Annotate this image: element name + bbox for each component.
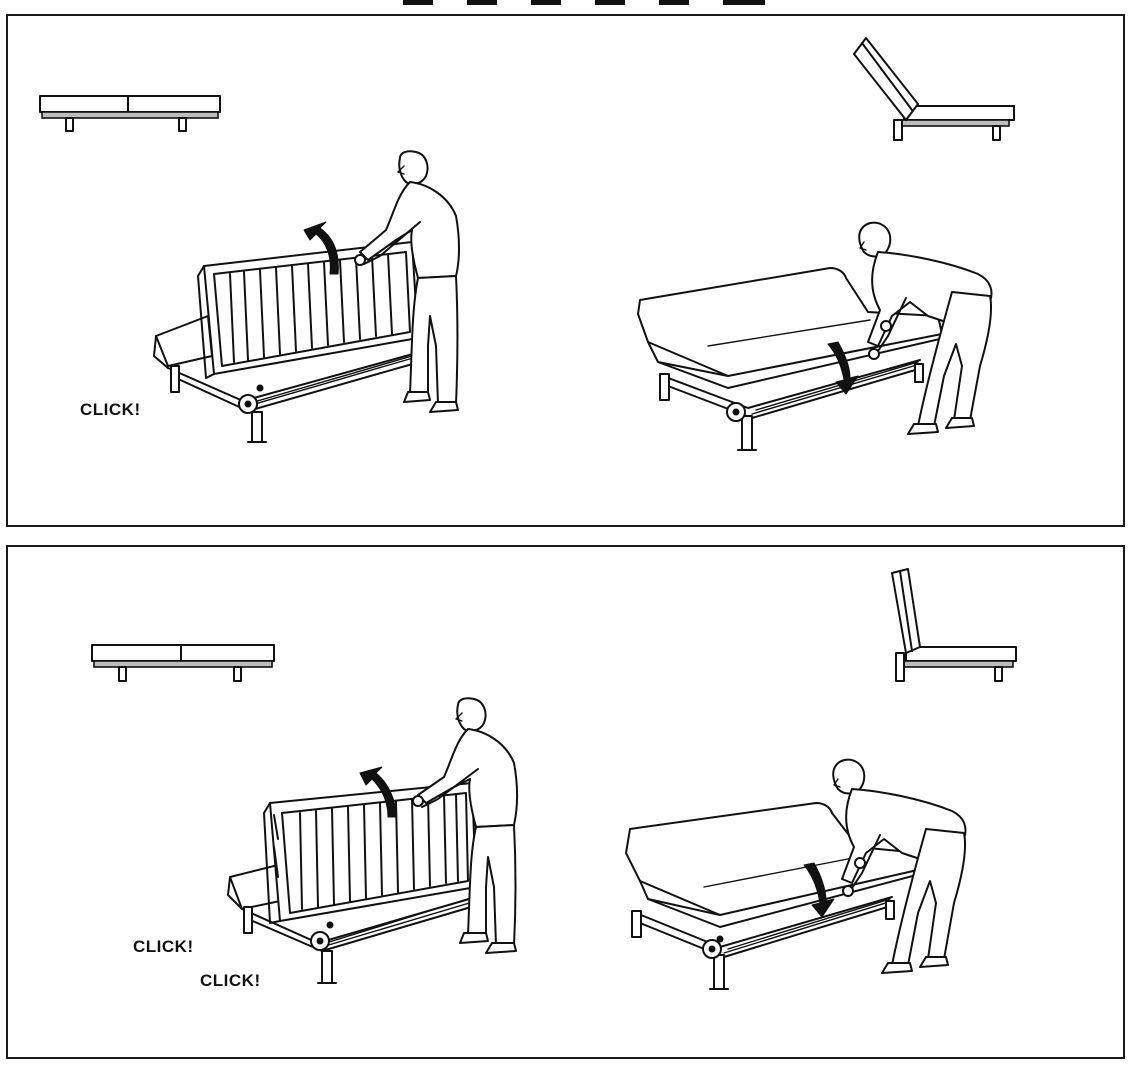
sofa-recline-icon bbox=[853, 37, 1015, 141]
sofa-frame-right bbox=[625, 802, 925, 990]
step-panel-1: CLICK! bbox=[6, 14, 1125, 527]
lower-arrow bbox=[827, 341, 859, 395]
top-edge-marks bbox=[403, 0, 765, 5]
sofa-frame-left bbox=[227, 766, 479, 984]
person-lowering-right bbox=[832, 758, 967, 974]
sofa-frame-right bbox=[637, 267, 945, 451]
person-lowering-right bbox=[858, 221, 993, 435]
panel-1-illustration bbox=[39, 37, 1015, 451]
sofa-frame-left bbox=[153, 221, 419, 443]
person-lifting-left bbox=[412, 697, 518, 954]
step-panel-2: CLICK! CLICK! bbox=[6, 545, 1125, 1059]
click-label-2: CLICK! bbox=[200, 971, 261, 990]
click-label-1: CLICK! bbox=[133, 937, 194, 956]
lift-arrow bbox=[359, 766, 397, 818]
lower-arrow bbox=[803, 862, 835, 918]
sofa-upright-icon bbox=[891, 568, 1017, 682]
back-slats bbox=[229, 253, 393, 363]
sofa-flat-icon bbox=[91, 644, 275, 682]
panel-2-illustration bbox=[91, 568, 1017, 990]
sofa-flat-icon bbox=[39, 95, 221, 132]
click-label: CLICK! bbox=[80, 400, 141, 419]
person-lifting-left bbox=[354, 150, 460, 413]
lift-arrow bbox=[303, 221, 339, 275]
